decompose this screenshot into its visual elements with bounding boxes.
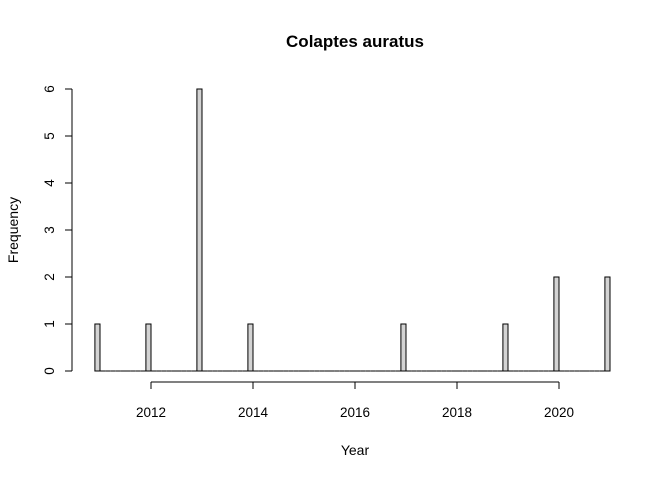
x-axis: 2012 2014 2016 2018 2020 — [136, 381, 574, 420]
y-axis: 0 1 2 3 4 5 6 — [42, 85, 73, 375]
bars-layer — [94, 88, 611, 372]
histogram-bar — [400, 323, 407, 372]
y-tick-label: 1 — [42, 320, 57, 328]
y-tick-label: 2 — [42, 273, 57, 281]
y-tick-label: 4 — [42, 179, 57, 187]
histogram-bar — [196, 88, 203, 372]
y-axis-label: Frequency — [5, 197, 21, 263]
x-tick-label: 2016 — [340, 405, 370, 420]
histogram-bar — [247, 323, 254, 372]
histogram-bar — [553, 276, 560, 372]
x-tick-label: 2020 — [544, 405, 574, 420]
x-tick-label: 2014 — [238, 405, 269, 420]
x-tick-label: 2018 — [442, 405, 472, 420]
x-axis-label: Year — [341, 442, 370, 458]
histogram-bar — [604, 276, 611, 372]
histogram-bar — [94, 323, 101, 372]
y-tick-label: 3 — [42, 226, 57, 234]
histogram-bar — [145, 323, 152, 372]
y-tick-label: 0 — [42, 367, 57, 375]
y-tick-label: 5 — [42, 132, 57, 140]
x-tick-label: 2012 — [136, 405, 166, 420]
chart-title: Colaptes auratus — [286, 32, 424, 51]
histogram-bar — [502, 323, 509, 372]
y-tick-label: 6 — [42, 85, 57, 93]
